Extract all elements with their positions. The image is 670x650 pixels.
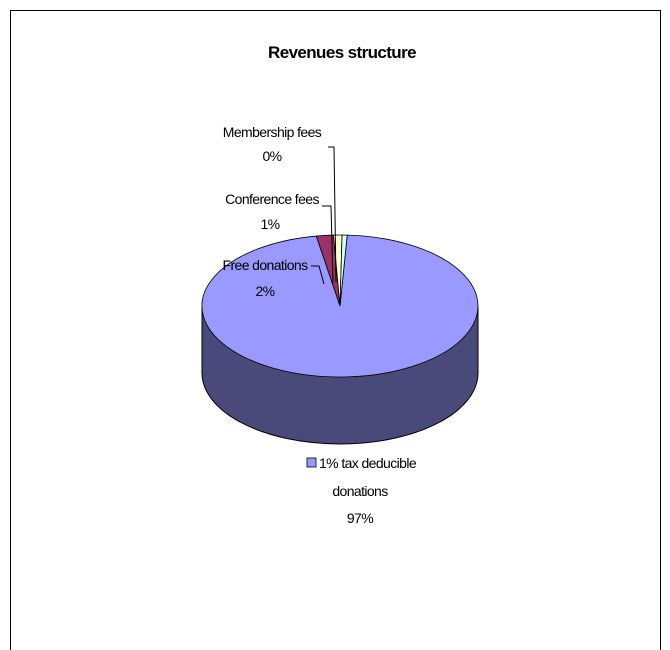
chart-title: Revenues structure — [268, 43, 416, 62]
label-membership-value: 0% — [262, 148, 281, 164]
label-tax-name-line1: 1% tax deducible — [319, 455, 417, 471]
leader-line-conference — [322, 205, 334, 284]
leader-line-membership — [328, 146, 337, 283]
label-membership-name: Membership fees — [223, 124, 322, 140]
pie-slice-membership-fees — [339, 234, 348, 307]
label-free-value: 2% — [255, 283, 274, 299]
label-free-name: Free donations — [223, 257, 309, 273]
label-conference-name: Conference fees — [225, 191, 319, 207]
leader-line-free — [311, 265, 325, 285]
legend-key-tax — [306, 457, 317, 468]
label-tax-value: 97% — [347, 510, 373, 526]
label-tax-name-line2: donations — [332, 483, 388, 499]
label-conference-value: 1% — [260, 216, 279, 232]
pie-group — [201, 234, 479, 445]
